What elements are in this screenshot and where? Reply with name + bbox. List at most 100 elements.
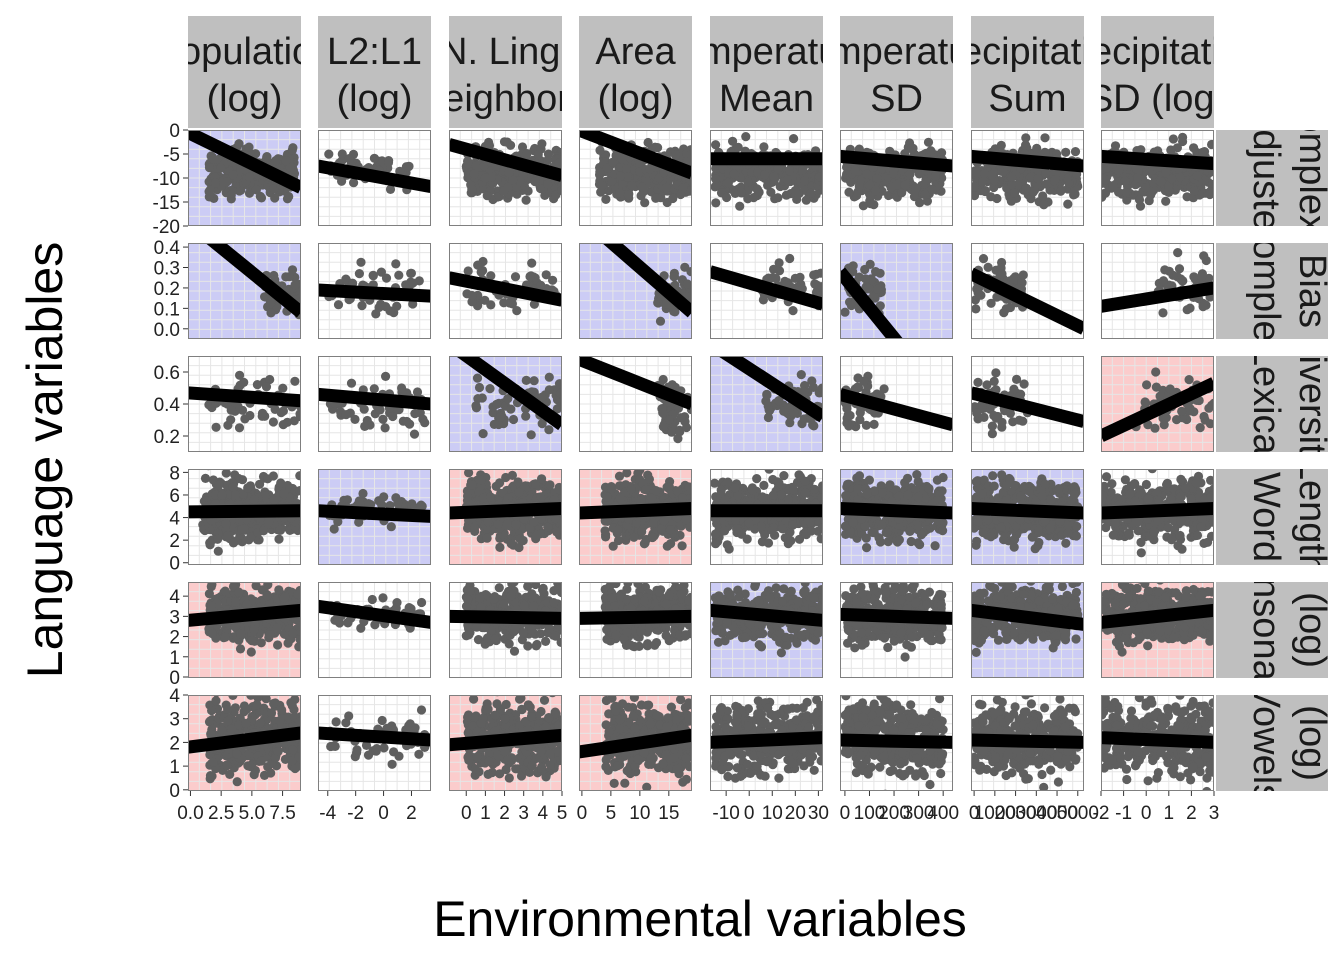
data-point bbox=[844, 187, 854, 197]
data-point bbox=[246, 532, 256, 542]
data-point bbox=[871, 267, 881, 277]
row-strip-label: Bias bbox=[1291, 254, 1333, 328]
data-point bbox=[412, 387, 423, 397]
scatter-panel bbox=[579, 243, 692, 339]
data-point bbox=[506, 404, 516, 414]
data-point bbox=[402, 416, 412, 427]
data-point bbox=[393, 498, 403, 508]
data-point bbox=[1050, 175, 1060, 185]
data-point bbox=[991, 368, 1001, 378]
data-point bbox=[533, 150, 543, 160]
data-point bbox=[973, 377, 983, 387]
data-point bbox=[1184, 406, 1194, 416]
data-point bbox=[862, 169, 872, 179]
data-point bbox=[213, 534, 223, 544]
data-point bbox=[711, 174, 721, 184]
data-point bbox=[274, 534, 284, 544]
data-point bbox=[854, 181, 864, 191]
data-point bbox=[860, 274, 871, 284]
data-point bbox=[789, 134, 799, 144]
data-point bbox=[1062, 173, 1073, 183]
panel-border bbox=[449, 243, 562, 339]
data-point bbox=[1156, 177, 1166, 187]
data-point bbox=[1131, 163, 1141, 173]
data-point bbox=[344, 154, 354, 164]
data-point bbox=[226, 190, 236, 200]
data-point bbox=[668, 193, 678, 204]
data-point bbox=[763, 273, 774, 283]
data-point bbox=[682, 279, 692, 289]
panel-border bbox=[840, 130, 953, 226]
panel-border bbox=[840, 243, 953, 339]
row-strip-label: Complex. bbox=[1245, 211, 1287, 372]
data-point bbox=[467, 480, 477, 490]
data-point bbox=[1177, 276, 1187, 286]
column-strip-bg bbox=[579, 16, 692, 128]
scatter-panel bbox=[840, 130, 953, 226]
data-point bbox=[978, 177, 988, 187]
column-strip-bg bbox=[710, 16, 823, 128]
data-point bbox=[1114, 187, 1124, 197]
data-point bbox=[529, 517, 539, 528]
data-point bbox=[368, 270, 378, 280]
data-point bbox=[861, 420, 872, 430]
data-point bbox=[1192, 171, 1202, 181]
scatter-panel bbox=[1101, 356, 1214, 452]
column-strip: Temperature SD bbox=[840, 16, 953, 128]
data-point bbox=[234, 139, 244, 149]
data-point bbox=[1197, 271, 1207, 281]
data-point bbox=[216, 163, 226, 173]
data-point bbox=[991, 413, 1001, 423]
data-point bbox=[1021, 140, 1031, 150]
data-point bbox=[478, 429, 488, 439]
column-strip-bg bbox=[188, 16, 301, 128]
column-strip-label: Population bbox=[155, 31, 335, 73]
regression-line bbox=[1101, 149, 1214, 171]
data-point bbox=[1014, 415, 1024, 425]
row-strip: Lexical diversity bbox=[1216, 356, 1328, 452]
data-point bbox=[346, 378, 357, 388]
scatter-panel bbox=[971, 130, 1084, 226]
column-strip-label: (log) bbox=[206, 78, 282, 120]
panel-border bbox=[449, 356, 562, 452]
column-strip-label: Area bbox=[595, 31, 676, 73]
data-point bbox=[900, 180, 910, 190]
data-point bbox=[1007, 172, 1017, 182]
data-point bbox=[476, 267, 486, 277]
row-strip-label: Vowels bbox=[1245, 683, 1287, 803]
regression-line bbox=[971, 267, 1084, 335]
scatter-panel bbox=[449, 243, 562, 339]
data-point bbox=[383, 157, 394, 168]
scatter-panel bbox=[449, 130, 562, 226]
scatter-panel bbox=[188, 356, 301, 452]
column-strip-bg bbox=[449, 16, 562, 128]
data-point bbox=[927, 184, 937, 194]
data-point bbox=[1041, 168, 1051, 178]
data-point bbox=[1143, 420, 1153, 430]
data-point bbox=[1005, 408, 1016, 418]
data-point bbox=[478, 493, 488, 503]
panel-border bbox=[710, 243, 823, 339]
data-point bbox=[467, 290, 477, 301]
row-strip: Vowels (log) bbox=[1216, 683, 1328, 803]
data-point bbox=[525, 271, 535, 282]
data-point bbox=[236, 185, 246, 195]
data-point bbox=[354, 269, 364, 279]
data-point bbox=[667, 427, 677, 437]
data-point bbox=[669, 272, 679, 282]
data-point bbox=[617, 154, 627, 164]
data-point bbox=[1040, 133, 1050, 143]
data-point bbox=[673, 434, 683, 444]
data-point bbox=[651, 193, 661, 203]
data-point bbox=[506, 539, 516, 549]
data-point bbox=[228, 170, 238, 180]
data-point bbox=[395, 166, 405, 176]
data-point bbox=[471, 160, 481, 171]
data-point bbox=[521, 411, 531, 421]
panel-border bbox=[579, 356, 692, 452]
data-point bbox=[1175, 172, 1185, 182]
data-point bbox=[753, 167, 763, 177]
data-point bbox=[213, 546, 223, 556]
data-point bbox=[872, 284, 883, 294]
data-point bbox=[375, 405, 385, 415]
